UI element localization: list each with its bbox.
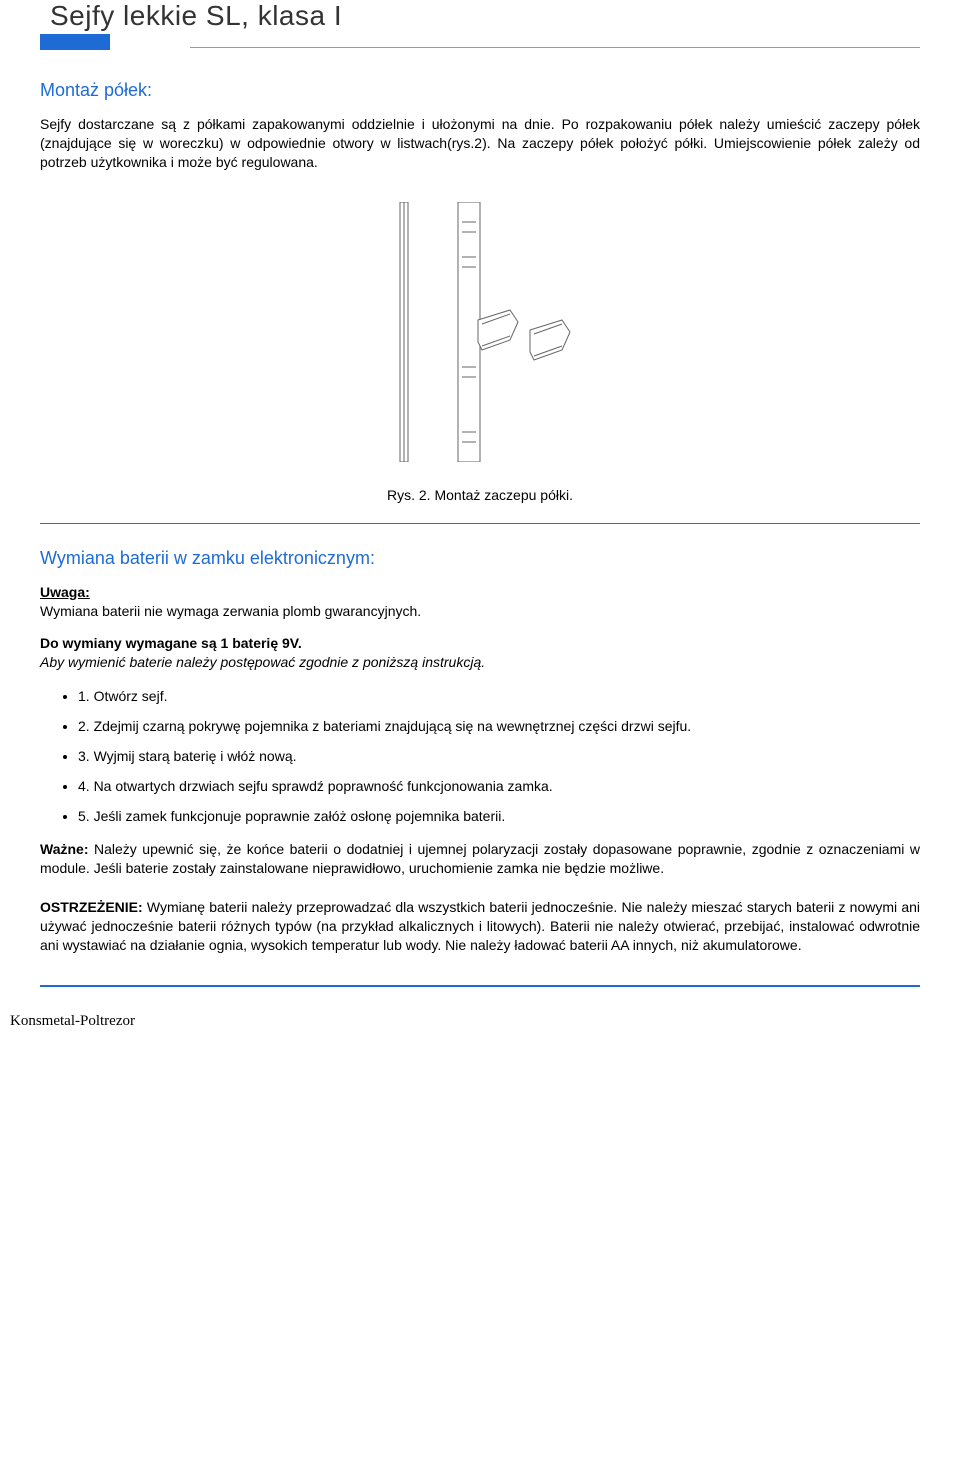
footer-text: Konsmetal-Poltrezor xyxy=(0,1013,960,1030)
shelf-mount-diagram xyxy=(370,202,590,462)
uwaga-text: Wymiana baterii nie wymaga zerwania plom… xyxy=(40,603,421,619)
section-title-montaz: Montaż półek: xyxy=(40,80,920,101)
ostrz-label: OSTRZEŻENIE: xyxy=(40,899,143,915)
wazne-paragraph: Ważne: Należy upewnić się, że końce bate… xyxy=(40,840,920,878)
section-divider xyxy=(40,523,920,524)
uwaga-block: Uwaga: Wymiana baterii nie wymaga zerwan… xyxy=(40,583,920,621)
section-title-wymiana: Wymiana baterii w zamku elektronicznym: xyxy=(40,548,920,569)
ostrzezenie-paragraph: OSTRZEŻENIE: Wymianę baterii należy prze… xyxy=(40,898,920,955)
battery-requirement: Do wymiany wymagane są 1 baterię 9V. Aby… xyxy=(40,634,920,672)
page-title: Sejfy lekkie SL, klasa I xyxy=(50,0,342,32)
footer-rule xyxy=(40,985,920,987)
figure-caption: Rys. 2. Montaż zaczepu półki. xyxy=(40,487,920,503)
figure-diagram xyxy=(40,202,920,467)
wazne-text: Należy upewnić się, że końce baterii o d… xyxy=(40,841,920,876)
step-item: 3. Wyjmij starą baterię i włóż nową. xyxy=(78,748,920,764)
uwaga-label: Uwaga: xyxy=(40,584,90,600)
step-item: 2. Zdejmij czarną pokrywę pojemnika z ba… xyxy=(78,718,920,734)
step-item: 1. Otwórz sejf. xyxy=(78,688,920,704)
header-rule xyxy=(190,47,920,48)
battery-italic-line: Aby wymienić baterie należy postępować z… xyxy=(40,654,485,670)
step-item: 4. Na otwartych drzwiach sejfu sprawdź p… xyxy=(78,778,920,794)
header-accent-bar xyxy=(40,34,110,50)
battery-bold-line: Do wymiany wymagane są 1 baterię 9V. xyxy=(40,635,302,651)
page-header: Sejfy lekkie SL, klasa I xyxy=(40,0,920,56)
steps-list: 1. Otwórz sejf. 2. Zdejmij czarną pokryw… xyxy=(40,688,920,824)
step-item: 5. Jeśli zamek funkcjonuje poprawnie zał… xyxy=(78,808,920,824)
ostrz-text: Wymianę baterii należy przeprowadzać dla… xyxy=(40,899,920,953)
section1-paragraph: Sejfy dostarczane są z półkami zapakowan… xyxy=(40,115,920,172)
wazne-label: Ważne: xyxy=(40,841,88,857)
